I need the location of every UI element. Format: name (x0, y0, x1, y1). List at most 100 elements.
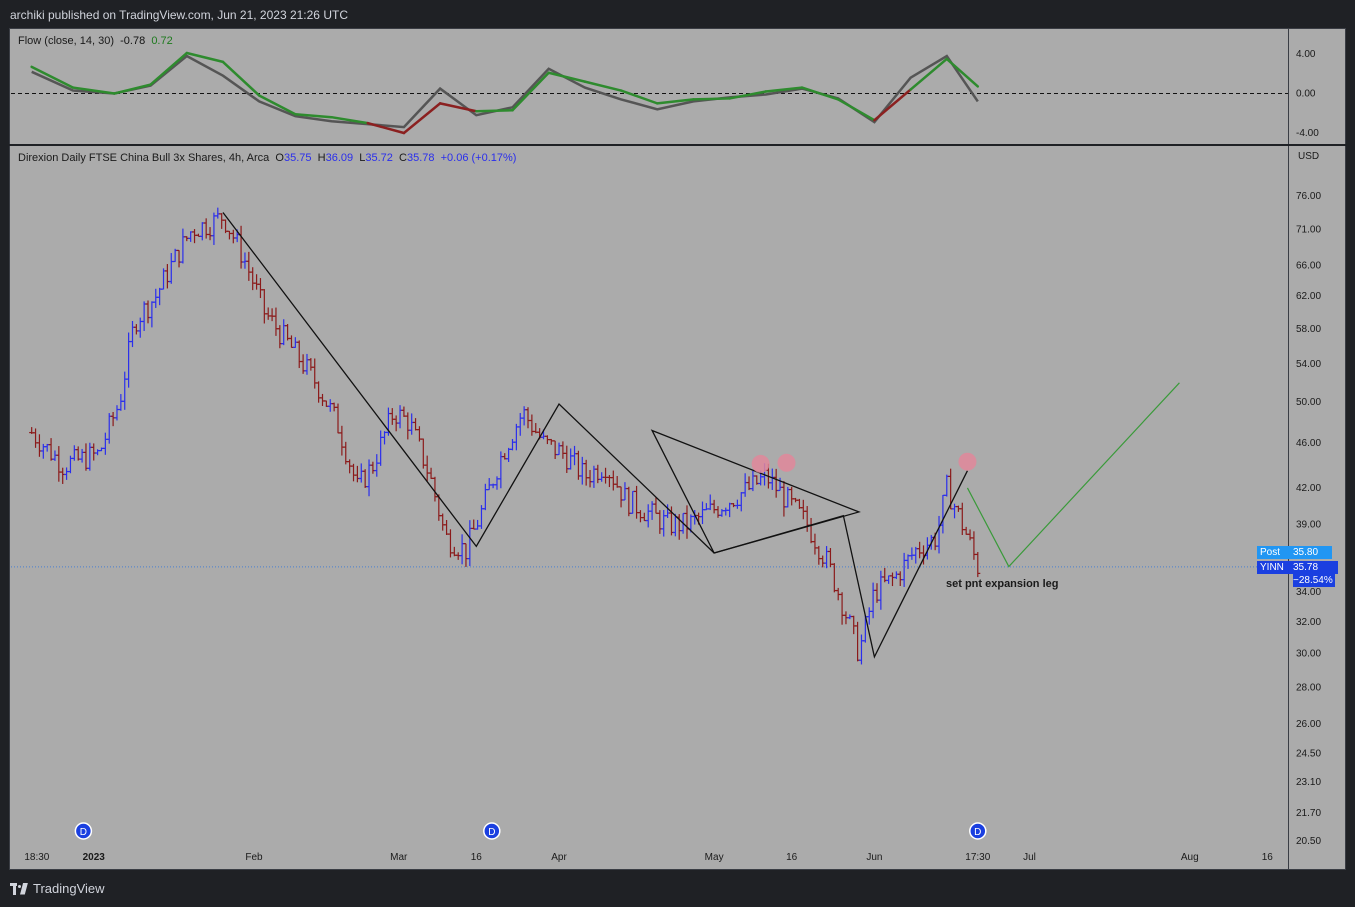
price-tick-label: 50.00 (1296, 397, 1321, 408)
flow-green-segment (475, 109, 514, 113)
price-bar (525, 407, 531, 429)
ticker-badge: YINN (1257, 561, 1290, 574)
close-label: C (399, 152, 407, 164)
price-bar (707, 494, 713, 511)
price-bar (405, 412, 411, 440)
price-scale[interactable] (1289, 28, 1346, 870)
price-bar (800, 499, 806, 520)
flow-gray-line (31, 54, 979, 129)
date-tick-label: 16 (786, 852, 798, 863)
price-bar (467, 520, 473, 567)
price-bar (257, 278, 263, 299)
price-bar (552, 440, 558, 460)
last-value-badge: 35.78 −28.54% (1290, 561, 1338, 587)
price-bar (420, 438, 426, 469)
price-bar (79, 448, 85, 463)
tradingview-logo[interactable]: TradingView (10, 881, 105, 896)
flow-green-segment (366, 121, 406, 135)
price-bar (56, 446, 62, 482)
price-bar (397, 405, 403, 429)
chart-pane[interactable] (9, 28, 1289, 870)
pane-divider[interactable] (9, 144, 1346, 146)
price-bar (153, 288, 159, 308)
price-bar (940, 494, 946, 534)
date-tick-label: Feb (245, 852, 263, 863)
price-bar (909, 547, 915, 560)
price-bar (944, 474, 950, 497)
price-bar (106, 413, 112, 444)
published-header: archiki published on TradingView.com, Ju… (10, 8, 348, 22)
price-bar (816, 545, 822, 565)
price-bar (409, 413, 415, 435)
price-tick-label: 54.00 (1296, 359, 1321, 370)
highlight-circle (777, 453, 796, 472)
price-bar (595, 464, 601, 484)
price-bar (738, 492, 744, 512)
price-bar (804, 506, 810, 532)
price-bar (378, 430, 384, 466)
flow-green-segment (113, 83, 152, 95)
flow-green-segment (909, 57, 949, 91)
price-bar (851, 615, 857, 635)
price-bar (858, 634, 864, 665)
price-bar (192, 229, 198, 244)
price-bar (897, 571, 903, 586)
price-bar (661, 510, 667, 537)
price-bar (630, 490, 636, 514)
flow-green-segment (221, 60, 261, 97)
date-tick-label: Mar (390, 852, 408, 863)
flow-green-segment (800, 86, 840, 101)
price-bar (269, 308, 275, 322)
price-bar (750, 470, 756, 492)
price-bar (129, 320, 135, 348)
date-tick-label: Apr (551, 852, 567, 863)
price-bar (769, 468, 775, 490)
price-bar (335, 403, 341, 434)
price-bar (242, 252, 248, 269)
price-bar (521, 406, 527, 426)
price-bar (277, 325, 283, 349)
price-tick-label: 30.00 (1296, 649, 1321, 660)
indicator-value-green: 0.72 (151, 35, 173, 47)
price-bar (316, 381, 322, 403)
price-bar (304, 353, 310, 375)
price-bar (641, 512, 647, 522)
flow-green-segment (71, 86, 116, 95)
price-bar (60, 467, 66, 484)
price-bar (374, 454, 380, 477)
price-bar (176, 249, 182, 268)
price-bar (48, 438, 54, 461)
low-value: 35.72 (365, 152, 393, 164)
post-label-badge: Post (1257, 546, 1290, 559)
flow-green-segment (185, 51, 225, 64)
price-bar (354, 465, 360, 483)
price-bar (149, 301, 155, 328)
price-bar (579, 456, 585, 485)
price-bar (723, 507, 729, 516)
price-bar (886, 575, 892, 584)
price-bar (36, 434, 42, 457)
price-bar (471, 519, 477, 530)
price-bar (226, 230, 232, 240)
price-tick-label: 23.10 (1296, 777, 1321, 788)
dividend-icon (483, 822, 501, 840)
price-tick-label: 21.70 (1296, 808, 1321, 819)
annotation-text[interactable]: set pnt expansion leg (946, 578, 1059, 590)
indicator-legend: Flow (close, 14, 30) -0.78 0.72 (18, 35, 173, 47)
price-bar (684, 505, 690, 539)
price-bar (122, 371, 128, 410)
top-bar (0, 0, 1355, 28)
close-value: 35.78 (406, 152, 435, 164)
price-tick-label: 58.00 (1296, 324, 1321, 335)
dividend-marker: D (74, 822, 93, 840)
price-bar (734, 499, 740, 509)
price-bar (137, 317, 143, 338)
price-bar (327, 399, 333, 412)
price-bar (603, 467, 609, 484)
flow-green-segment (330, 115, 369, 125)
price-bar (715, 506, 721, 518)
price-bar (273, 307, 279, 336)
tradingview-icon (10, 882, 28, 895)
indicator-name: Flow (close, 14, 30) (18, 35, 114, 47)
